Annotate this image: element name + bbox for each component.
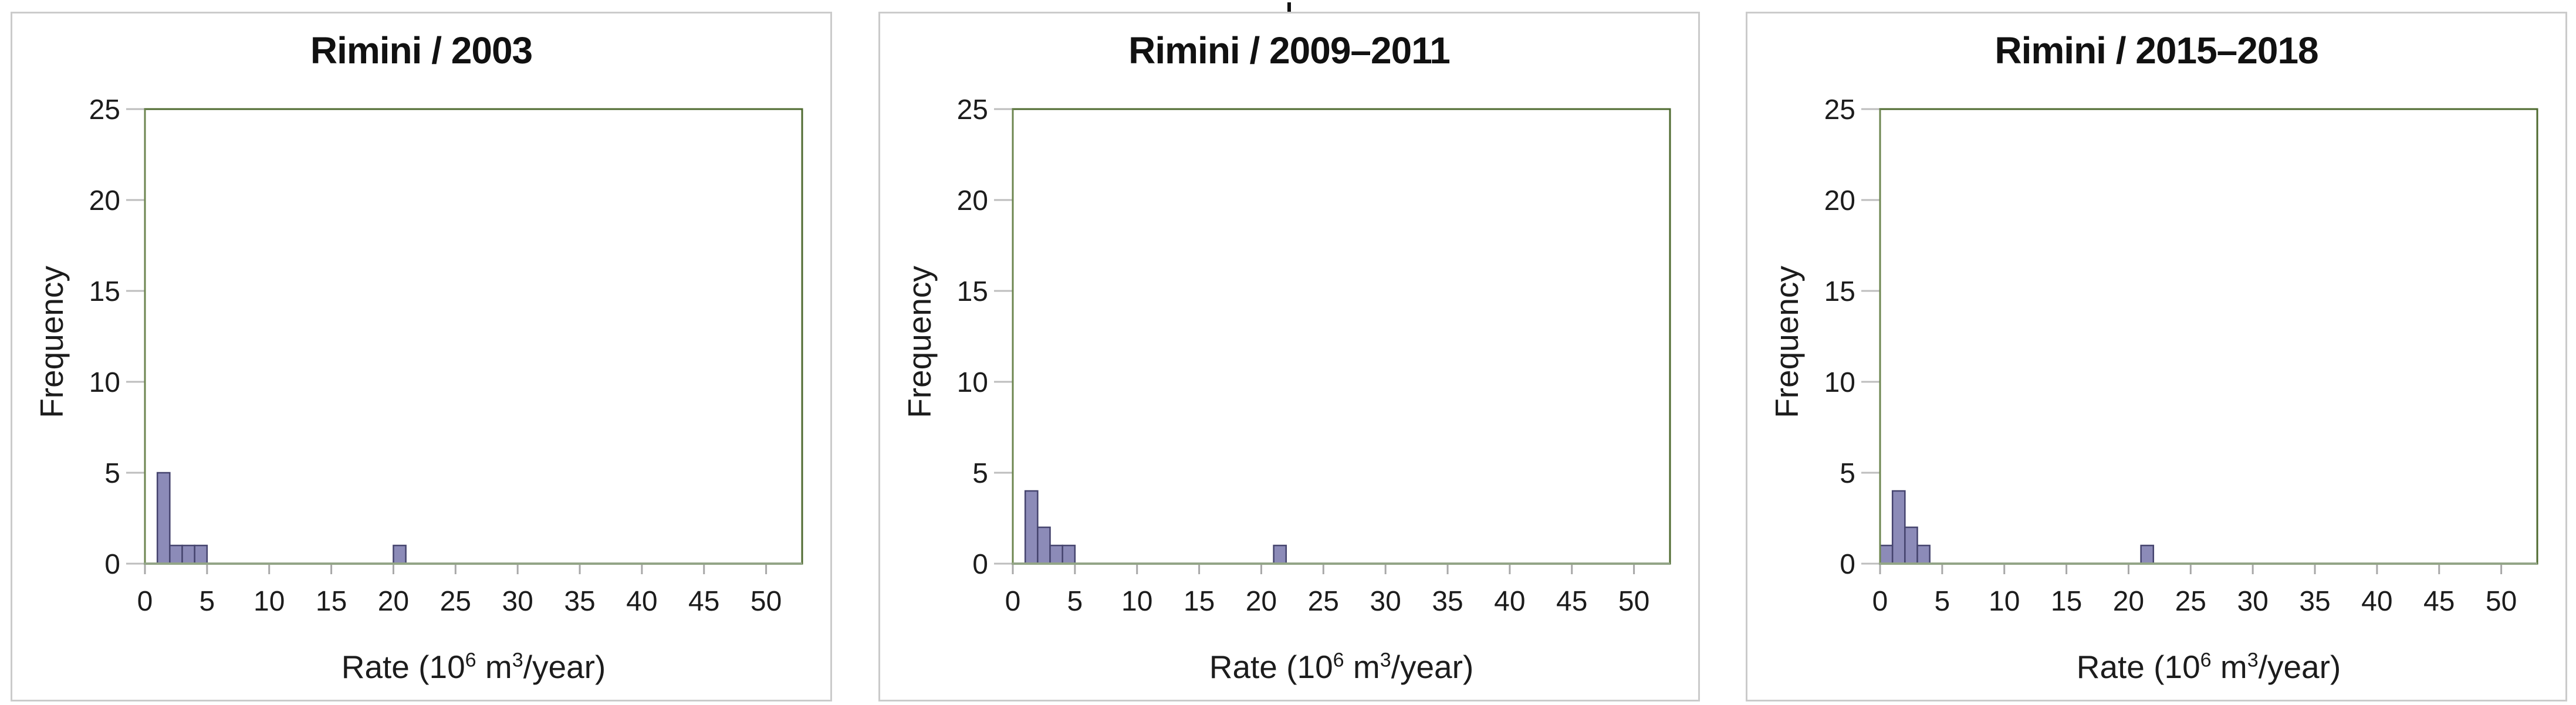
y-tick-label: 25 bbox=[89, 94, 120, 126]
x-tick-label: 50 bbox=[1618, 586, 1649, 617]
x-axis-title-superscript: 3 bbox=[512, 649, 523, 672]
y-tick-label: 0 bbox=[104, 549, 120, 580]
x-tick-label: 45 bbox=[688, 586, 719, 617]
x-tick-label: 25 bbox=[1308, 586, 1339, 617]
y-tick-label: 20 bbox=[1824, 185, 1855, 216]
x-tick-label: 0 bbox=[1872, 586, 1888, 617]
histogram-bar bbox=[1024, 490, 1039, 565]
x-tick-label: 30 bbox=[2237, 586, 2268, 617]
chart-panel-2015-2018: Rimini / 2015–2018 Frequency 0 5 10 15 20 25 0… bbox=[1746, 12, 2567, 701]
plot-area: 0 5 10 15 20 25 0 5 10 15 20 25 30 35 40 45 50 bbox=[1824, 94, 2538, 617]
histogram-bar bbox=[1916, 544, 1931, 565]
x-axis-title: Rate (106 m3/year) bbox=[1013, 648, 1670, 686]
x-tick-label: 5 bbox=[1935, 586, 1950, 617]
x-axis-title-text: m bbox=[1344, 649, 1380, 685]
y-tick-label: 5 bbox=[104, 458, 120, 489]
x-axis-title: Rate (106 m3/year) bbox=[145, 648, 802, 686]
x-tick-label: 20 bbox=[378, 586, 409, 617]
x-tick-label: 30 bbox=[502, 586, 533, 617]
plot-area: 0 5 10 15 20 25 0 5 10 15 20 25 30 35 40 45 50 bbox=[957, 94, 1671, 617]
histogram-bar bbox=[156, 472, 171, 565]
x-tick-label: 15 bbox=[316, 586, 347, 617]
x-axis-title-text: Rate (10 bbox=[341, 649, 465, 685]
y-tick-label: 10 bbox=[89, 367, 120, 398]
y-tick-label: 5 bbox=[972, 458, 988, 489]
plot-frame bbox=[1879, 108, 2538, 565]
x-axis-title-text: /year) bbox=[523, 649, 606, 685]
x-tick-label: 50 bbox=[2486, 586, 2517, 617]
x-tick-label: 45 bbox=[2423, 586, 2455, 617]
x-axis-title-superscript: 6 bbox=[1333, 649, 1344, 672]
x-axis-title-text: /year) bbox=[1391, 649, 1474, 685]
histogram-bar bbox=[2140, 544, 2155, 565]
x-axis-title-superscript: 3 bbox=[1380, 649, 1391, 672]
x-tick-label: 5 bbox=[200, 586, 215, 617]
x-axis-title-text: m bbox=[2211, 649, 2247, 685]
y-tick-label: 20 bbox=[957, 185, 988, 216]
y-tick-label: 5 bbox=[1840, 458, 1855, 489]
x-tick-label: 50 bbox=[751, 586, 782, 617]
histogram-bar bbox=[194, 544, 208, 565]
x-tick-label: 20 bbox=[1246, 586, 1277, 617]
x-axis-title: Rate (106 m3/year) bbox=[1880, 648, 2537, 686]
histogram-bar bbox=[169, 544, 183, 565]
plot-frame bbox=[144, 108, 803, 565]
histogram-bar bbox=[1273, 544, 1287, 565]
x-axis-title-text: Rate (10 bbox=[1209, 649, 1333, 685]
x-tick-label: 30 bbox=[1370, 586, 1401, 617]
y-tick-label: 25 bbox=[957, 94, 988, 126]
chart-title: Rimini / 2009–2011 bbox=[1128, 29, 1451, 72]
x-tick-label: 5 bbox=[1067, 586, 1083, 617]
x-axis-title-superscript: 6 bbox=[2200, 649, 2212, 672]
histogram-bar bbox=[1061, 544, 1076, 565]
histogram-bar bbox=[1904, 526, 1918, 565]
histogram-bar bbox=[393, 544, 407, 565]
x-axis-title-text: Rate (10 bbox=[2076, 649, 2200, 685]
x-tick-label: 25 bbox=[440, 586, 471, 617]
x-axis-title-superscript: 6 bbox=[465, 649, 476, 672]
y-tick-label: 10 bbox=[957, 367, 988, 398]
x-tick-label: 40 bbox=[626, 586, 657, 617]
chart-panel-2003: Rimini / 2003 Frequency 0 5 10 15 20 25 0 5 10 15… bbox=[11, 12, 832, 701]
x-tick-label: 35 bbox=[564, 586, 595, 617]
histogram-bar bbox=[1037, 526, 1051, 565]
x-tick-label: 0 bbox=[1005, 586, 1021, 617]
x-tick-label: 15 bbox=[1184, 586, 1215, 617]
y-tick-label: 0 bbox=[1840, 549, 1855, 580]
x-axis-title-text: /year) bbox=[2258, 649, 2341, 685]
x-tick-label: 20 bbox=[2113, 586, 2144, 617]
plot-area: 0 5 10 15 20 25 0 5 10 15 20 25 30 35 40 45 50 bbox=[89, 94, 803, 617]
x-tick-label: 0 bbox=[137, 586, 153, 617]
x-tick-label: 35 bbox=[1432, 586, 1463, 617]
x-axis-title-text: m bbox=[476, 649, 512, 685]
x-tick-label: 45 bbox=[1556, 586, 1587, 617]
histogram-bar bbox=[1049, 544, 1063, 565]
x-tick-label: 25 bbox=[2175, 586, 2206, 617]
y-tick-label: 15 bbox=[89, 276, 120, 307]
chart-title: Rimini / 2003 bbox=[310, 29, 533, 72]
x-tick-label: 35 bbox=[2299, 586, 2330, 617]
x-tick-label: 15 bbox=[2051, 586, 2082, 617]
plot-frame bbox=[1012, 108, 1671, 565]
y-tick-label: 15 bbox=[1824, 276, 1855, 307]
chart-title: Rimini / 2015–2018 bbox=[1994, 29, 2318, 72]
y-tick-label: 15 bbox=[957, 276, 988, 307]
x-tick-label: 40 bbox=[1494, 586, 1525, 617]
histogram-bar bbox=[1891, 490, 1906, 565]
histogram-bar bbox=[1879, 544, 1894, 565]
y-tick-label: 20 bbox=[89, 185, 120, 216]
x-tick-label: 10 bbox=[253, 586, 285, 617]
stray-mark bbox=[1287, 2, 1291, 13]
histogram-bar bbox=[181, 544, 195, 565]
y-tick-label: 25 bbox=[1824, 94, 1855, 126]
x-axis-title-superscript: 3 bbox=[2247, 649, 2259, 672]
x-tick-label: 10 bbox=[1989, 586, 2020, 617]
y-tick-label: 10 bbox=[1824, 367, 1855, 398]
x-tick-label: 40 bbox=[2361, 586, 2392, 617]
x-tick-label: 10 bbox=[1121, 586, 1152, 617]
chart-panel-2009-2011: Rimini / 2009–2011 Frequency 0 5 10 15 20 25 0… bbox=[878, 12, 1700, 701]
y-tick-label: 0 bbox=[972, 549, 988, 580]
